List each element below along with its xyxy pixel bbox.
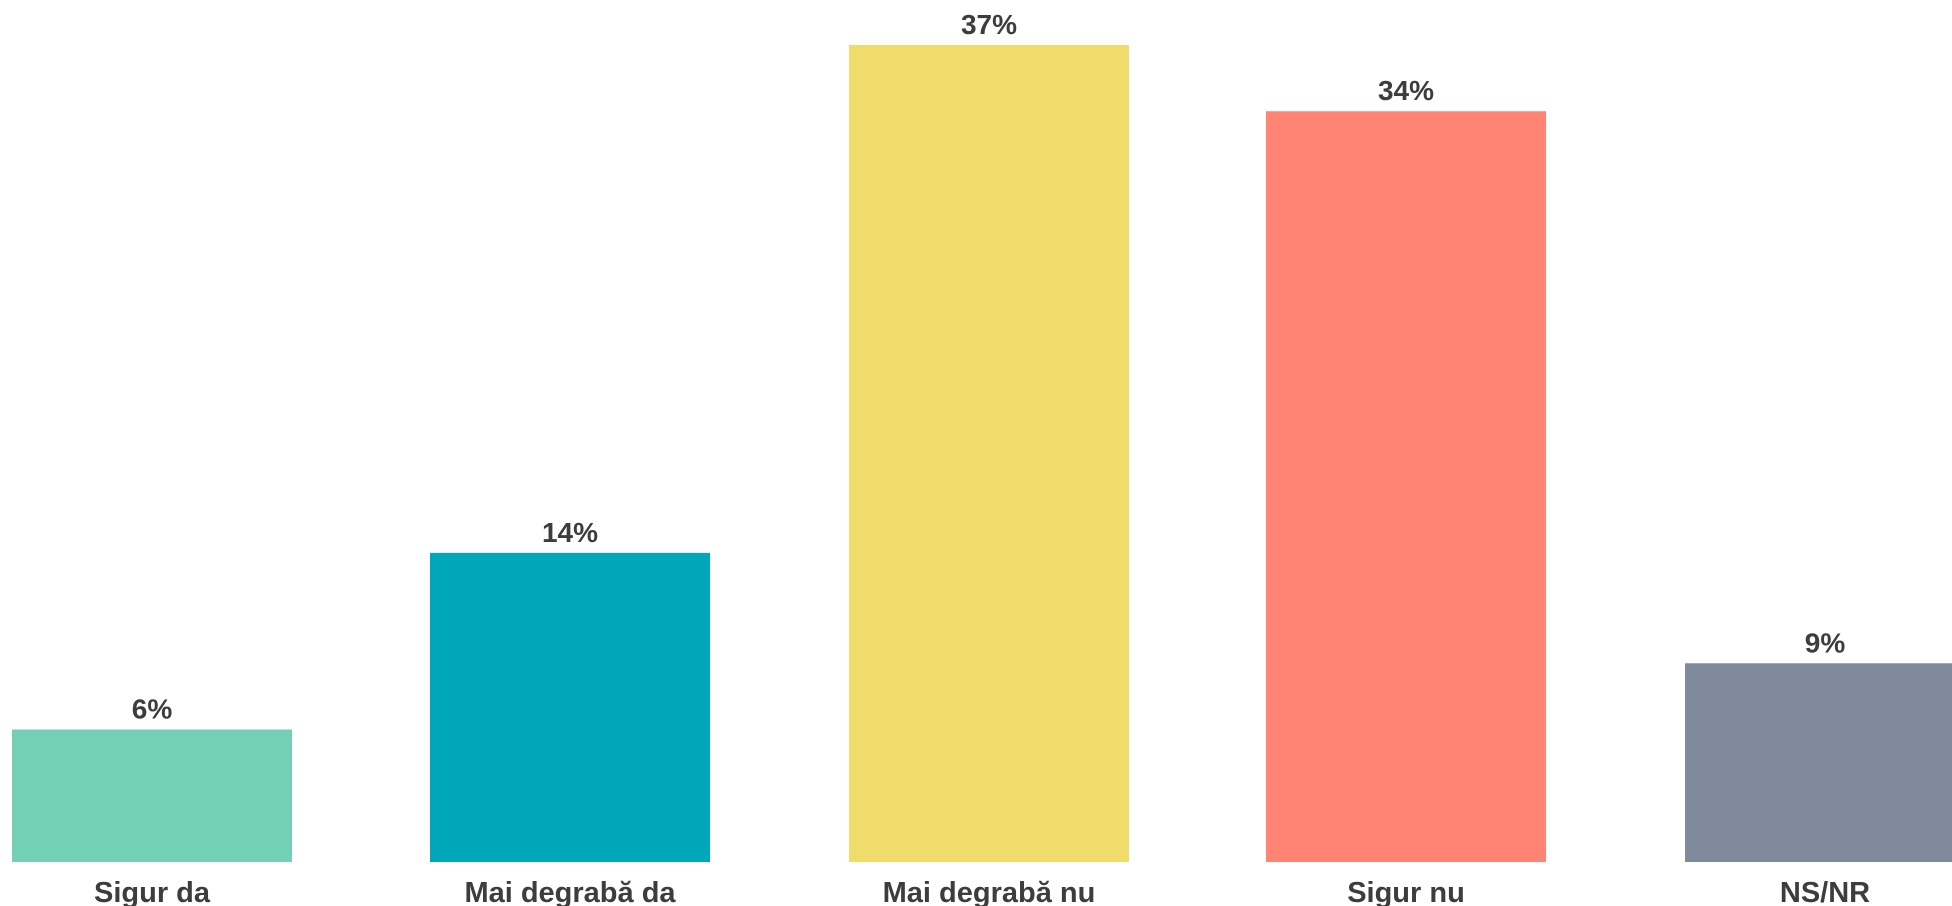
category-label-3: Sigur nu	[1347, 877, 1465, 906]
value-labels-group: 6% 14% 37% 34% 9%	[132, 9, 1846, 725]
value-label-3: 34%	[1378, 75, 1434, 106]
bar-0	[12, 729, 292, 862]
category-label-4: NS/NR	[1780, 877, 1870, 906]
value-label-2: 37%	[961, 9, 1017, 40]
category-label-2: Mai degrabă nu	[883, 877, 1096, 906]
bar-2	[849, 45, 1129, 862]
category-labels-group: Sigur da Mai degrabă da Mai degrabă nu Sigu…	[94, 877, 1870, 906]
bars-group	[12, 45, 1952, 863]
value-label-1: 14%	[542, 517, 598, 548]
bar-4	[1685, 663, 1952, 862]
bar-3	[1266, 111, 1546, 863]
value-label-0: 6%	[132, 694, 173, 725]
category-label-0: Sigur da	[94, 877, 211, 906]
category-label-1: Mai degrabă da	[464, 877, 676, 906]
value-label-4: 9%	[1805, 627, 1846, 658]
bar-1	[430, 552, 710, 862]
